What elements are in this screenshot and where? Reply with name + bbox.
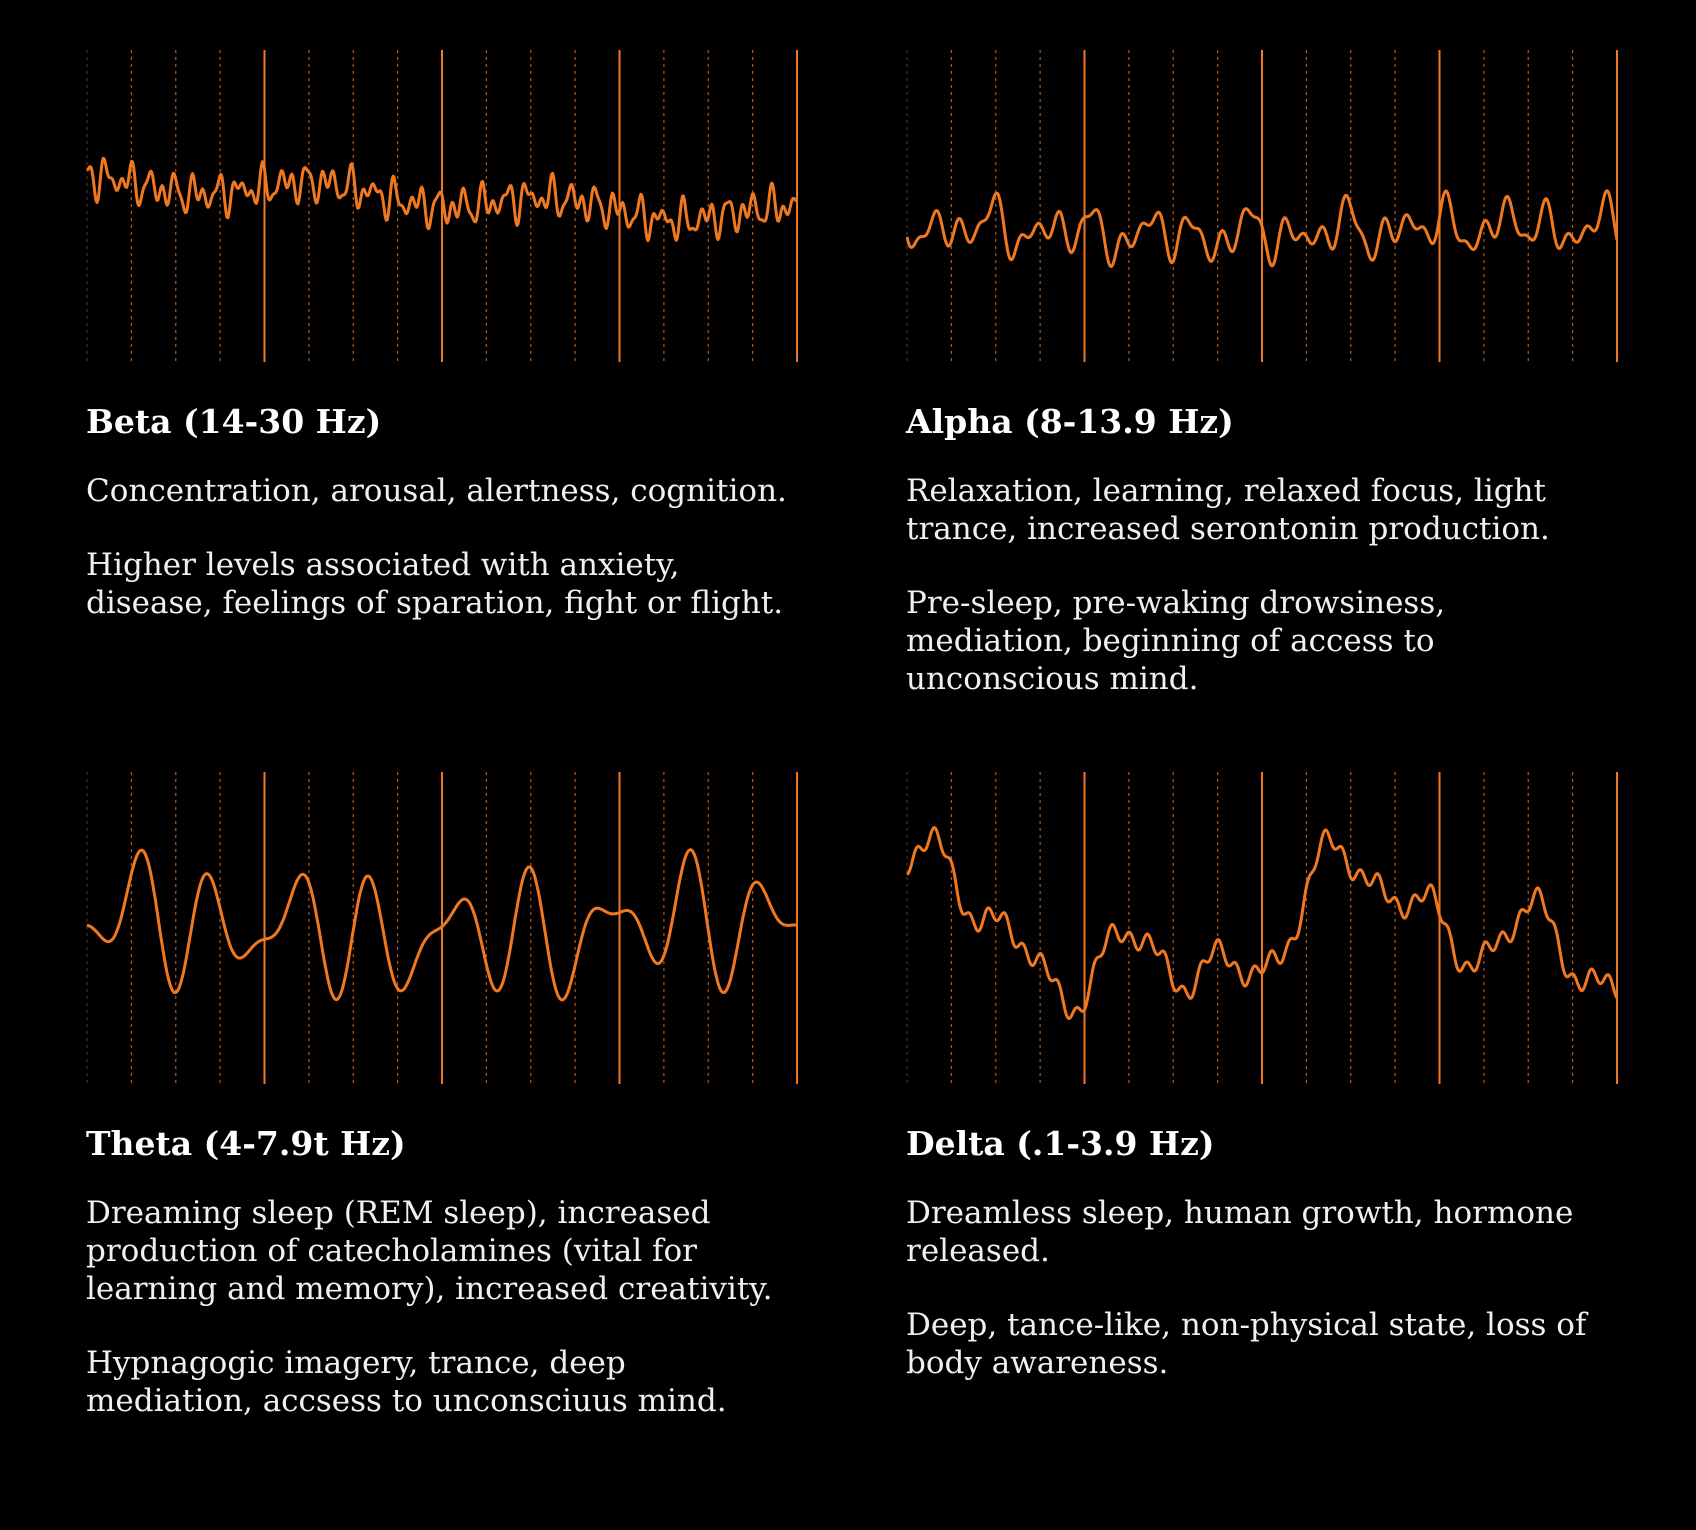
theta-waveform	[86, 772, 798, 1084]
wave-line	[906, 826, 1618, 1020]
panel-description: Hypnagogic imagery, trance, deep mediati…	[86, 1345, 727, 1419]
panel-delta: Delta (.1-3.9 Hz) Dreamless sleep, human…	[906, 772, 1618, 1382]
panel-beta: Beta (14-30 Hz) Concentration, arousal, …	[86, 50, 798, 622]
panel-description: Dreamless sleep, human growth, hormone r…	[906, 1195, 1574, 1269]
panel-description: Relaxation, learning, relaxed focus, lig…	[906, 473, 1550, 547]
panel-alpha: Alpha (8-13.9 Hz) Relaxation, learning, …	[906, 50, 1618, 698]
panel-title: Alpha (8-13.9 Hz)	[906, 402, 1234, 441]
panel-title: Delta (.1-3.9 Hz)	[906, 1124, 1215, 1163]
beta-waveform	[86, 50, 798, 362]
panel-description: Pre-sleep, pre-waking drowsiness, mediat…	[906, 585, 1446, 697]
panel-title: Theta (4-7.9t Hz)	[86, 1124, 406, 1163]
wave-line	[86, 156, 798, 243]
panel-title: Beta (14-30 Hz)	[86, 402, 382, 441]
panel-description: Deep, tance-like, non-physical state, lo…	[906, 1307, 1587, 1381]
panel-theta: Theta (4-7.9t Hz) Dreaming sleep (REM sl…	[86, 772, 798, 1420]
wave-line	[86, 848, 798, 1002]
wave-line	[906, 189, 1618, 269]
panel-description: Concentration, arousal, alertness, cogni…	[86, 473, 787, 509]
alpha-waveform	[906, 50, 1618, 362]
delta-waveform	[906, 772, 1618, 1084]
panel-description: Higher levels associated with anxiety, d…	[86, 547, 784, 621]
panel-description: Dreaming sleep (REM sleep), increased pr…	[86, 1195, 773, 1307]
